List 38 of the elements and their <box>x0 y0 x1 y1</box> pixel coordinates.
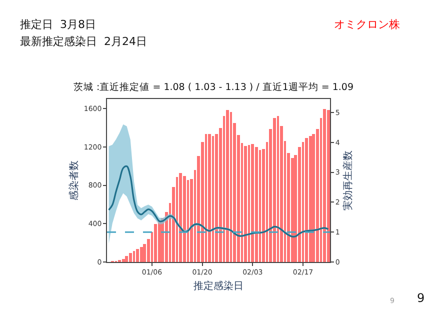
bar <box>277 116 279 262</box>
text: 9 <box>417 291 425 305</box>
bar <box>230 112 232 262</box>
bar <box>205 134 207 262</box>
chart-title: 茨城 :直近推定値 = 1.08 ( 1.03 - 1.13 ) / 直近1週平均 = 1.09 <box>73 81 354 93</box>
bar <box>187 180 189 262</box>
bar <box>248 145 250 262</box>
bar <box>212 136 214 262</box>
bar <box>129 253 132 262</box>
bar <box>273 118 276 262</box>
bar <box>251 144 254 262</box>
y2-axis-title: 実効再生産数 <box>342 150 354 210</box>
bar <box>244 146 247 262</box>
bar <box>154 224 157 262</box>
bar <box>179 173 182 262</box>
bar <box>259 150 261 262</box>
bar <box>140 247 143 262</box>
bar <box>122 259 125 262</box>
bar <box>309 136 312 262</box>
text: 推定日 3月8日 <box>20 18 96 31</box>
bar <box>133 251 135 262</box>
bar <box>158 221 161 262</box>
bar <box>327 110 330 262</box>
bar <box>305 138 308 262</box>
text: 最新推定感染日 2月24日 <box>20 35 147 48</box>
bar <box>136 249 139 262</box>
bar <box>125 256 128 262</box>
bar <box>255 147 258 262</box>
bar <box>176 177 178 262</box>
bar <box>208 134 211 262</box>
bar <box>323 109 326 262</box>
bar <box>302 142 304 262</box>
text: オミクロン株 <box>334 18 400 31</box>
bar <box>183 176 186 262</box>
y-axis-title: 感染者数 <box>68 160 80 200</box>
bar <box>226 110 229 262</box>
line-series <box>108 165 329 238</box>
x-axis-title: 推定感染日 <box>194 280 244 292</box>
